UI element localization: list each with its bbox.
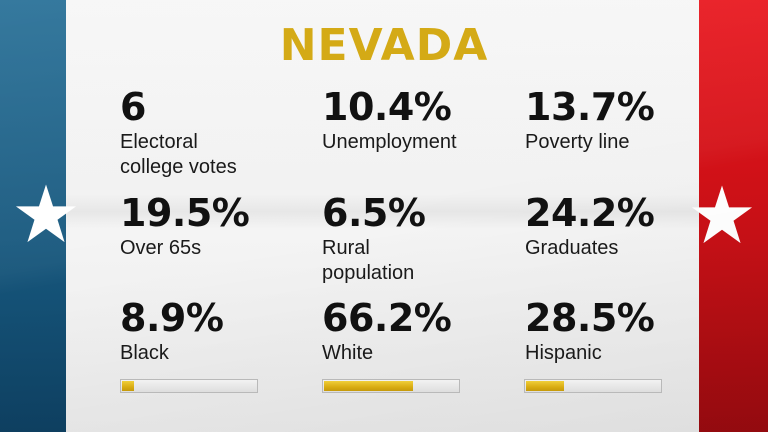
stat-label-line: Electoral: [120, 131, 198, 153]
stat-label-line: Rural: [322, 237, 370, 259]
stat-graduates: 24.2% Graduates: [525, 192, 705, 261]
stat-label-line: White: [322, 342, 374, 364]
progress-bar-hispanic: [524, 379, 662, 393]
progress-bar-white: [322, 379, 460, 393]
white-star-icon: [14, 182, 78, 246]
center-panel: [66, 0, 699, 432]
progress-bar-black: [120, 379, 258, 393]
stat-value: 28.5%: [525, 296, 655, 340]
stat-black: 8.9% Black: [120, 297, 300, 366]
stat-value: 13.7%: [525, 85, 655, 129]
stat-hispanic: 28.5% Hispanic: [525, 297, 705, 366]
progress-fill: [526, 381, 565, 391]
progress-fill: [324, 381, 413, 391]
stat-value: 66.2%: [322, 296, 452, 340]
stat-label-line: population: [322, 262, 415, 284]
stat-label-line: college votes: [120, 156, 237, 178]
white-star-icon: [690, 183, 754, 247]
stat-label-line: Black: [120, 342, 169, 364]
stat-unemployment: 10.4% Unemployment: [322, 86, 502, 155]
stat-value: 8.9%: [120, 296, 224, 340]
stat-label-line: Poverty line: [525, 131, 630, 153]
stat-value: 10.4%: [322, 85, 452, 129]
stat-value: 6.5%: [322, 191, 426, 235]
stat-electoral-votes: 6 Electoral college votes: [120, 86, 300, 180]
stat-poverty-line: 13.7% Poverty line: [525, 86, 705, 155]
stat-value: 24.2%: [525, 191, 655, 235]
stat-label-line: Hispanic: [525, 342, 602, 364]
stat-value: 6: [120, 85, 146, 129]
stat-label-line: Graduates: [525, 237, 619, 259]
stat-value: 19.5%: [120, 191, 250, 235]
page-title: NEVADA: [279, 20, 489, 71]
stat-label-line: Over 65s: [120, 237, 202, 259]
stat-label-line: Unemployment: [322, 131, 457, 153]
progress-fill: [122, 381, 134, 391]
stat-rural-population: 6.5% Rural population: [322, 192, 502, 286]
stat-over-65s: 19.5% Over 65s: [120, 192, 300, 261]
stat-white: 66.2% White: [322, 297, 502, 366]
